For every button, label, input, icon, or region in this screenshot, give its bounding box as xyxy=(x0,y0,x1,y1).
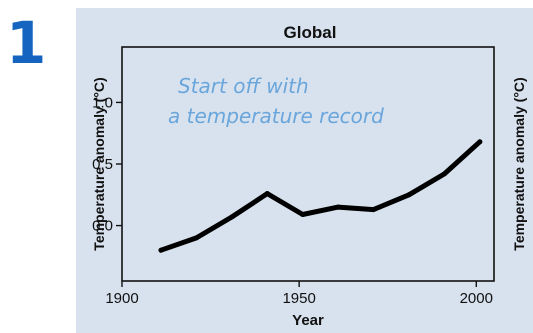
x-tick-label: 1900 xyxy=(105,290,138,307)
series-points xyxy=(158,139,483,253)
axis-ticks xyxy=(116,101,477,287)
y-tick-label: 0.0 xyxy=(92,218,113,235)
series-point xyxy=(477,139,483,145)
series-point xyxy=(371,207,377,213)
annotation-line-2: a temperature record xyxy=(168,104,384,128)
step-number: 1 xyxy=(6,9,47,77)
y-tick-label: 1.0 xyxy=(92,94,113,111)
series-point xyxy=(158,247,164,253)
annotation-line-1: Start off with xyxy=(178,74,309,98)
series-point xyxy=(300,211,306,217)
x-axis-label: Year xyxy=(292,312,324,329)
chart-title: Global xyxy=(284,23,337,42)
x-tick-label: 1950 xyxy=(282,290,315,307)
series-point xyxy=(193,235,199,241)
y-tick-label: 0.5 xyxy=(92,156,113,173)
chart-panel-background xyxy=(76,8,533,333)
series-point xyxy=(406,192,412,198)
series-point xyxy=(441,171,447,177)
x-tick-label: 2000 xyxy=(460,290,493,307)
series-point xyxy=(335,204,341,210)
series-point xyxy=(229,214,235,220)
series-point xyxy=(264,191,270,197)
temperature-series-line xyxy=(158,139,483,253)
axis-tick-labels: 1900 1950 2000 0.0 0.5 1.0 xyxy=(92,94,493,307)
y-axis-label: Temperature anomaly (°C) xyxy=(91,77,107,250)
y-axis-label-right: Temperature anomaly (°C) xyxy=(511,77,527,250)
